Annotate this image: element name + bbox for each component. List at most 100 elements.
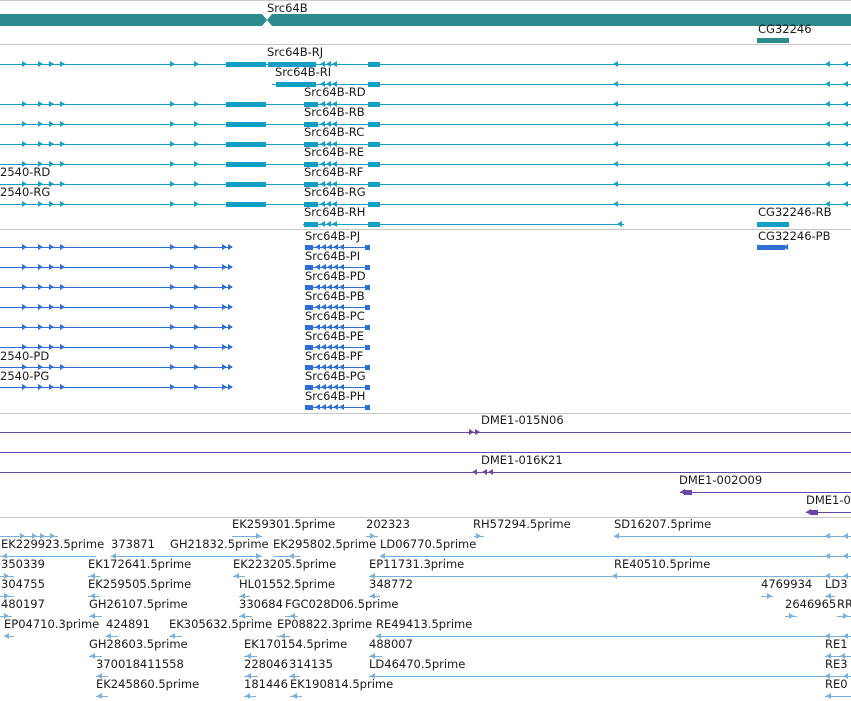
est-label[interactable]: 181446 [244,677,288,691]
est-label[interactable]: EP11731.3prime [369,557,465,571]
est-label[interactable]: EK245860.5prime [96,677,200,691]
est-label[interactable]: FGC028D06.5prime [285,597,399,611]
strand-arrow-left-icon [843,633,848,639]
est-label[interactable]: EK305632.5prime [169,617,273,631]
est-label[interactable]: 228046 [244,657,288,671]
gene-src64b-bar-right[interactable] [267,14,851,26]
transcript-label-rg[interactable]: Src64B-RG [304,185,366,199]
transcript-label-rb[interactable]: Src64B-RB [304,105,365,119]
est-label[interactable]: 330684 [239,597,283,611]
strand-arrow-right-icon [22,324,27,330]
clone-label-cut[interactable]: DME1-0 [806,493,851,507]
protein-label-pe[interactable]: Src64B-PE [305,329,364,343]
strand-arrow-left-icon [613,81,618,87]
feature-block [368,122,380,127]
strand-arrow-right-icon [49,141,54,147]
clone-label-016k21[interactable]: DME1-016K21 [481,453,563,467]
protein-label-pd[interactable]: Src64B-PD [305,269,366,283]
est-label[interactable]: 480197 [1,597,45,611]
est-label[interactable]: RR [837,597,851,611]
feature-block [305,325,313,330]
est-label[interactable]: 424891 [106,617,150,631]
protein-label-pf[interactable]: Src64B-PF [305,349,364,363]
strand-arrow-left-icon [332,81,337,87]
transcript-label-rj[interactable]: Src64B-RJ [267,45,324,59]
est-label[interactable]: LD3 [825,577,848,591]
gene-src64b-bar-left[interactable] [0,14,267,26]
strand-arrow-right-icon [49,364,54,370]
protein-label-pb[interactable]: Src64B-PB [305,289,365,303]
est-label[interactable]: LD46470.5prime [369,657,466,671]
est-label[interactable]: RH57294.5prime [473,517,571,531]
transcript-label-rc[interactable]: Src64B-RC [304,125,365,139]
clone-label-015n06[interactable]: DME1-015N06 [481,413,564,427]
transcript-label-left-rd[interactable]: 2540-RD [0,165,51,179]
est-label[interactable]: 4769934 [761,577,813,591]
strand-arrow-left-icon [843,673,848,679]
est-label[interactable]: RE3 [825,657,848,671]
est-row [4,633,851,639]
est-label[interactable]: EK295802.5prime [273,537,377,551]
est-label[interactable]: RE0 [825,677,848,691]
clone-label-002o09[interactable]: DME1-002O09 [679,473,763,487]
strand-arrow-left-icon [843,201,848,207]
transcript-label-cg-rb[interactable]: CG32246-RB [758,205,832,219]
est-label[interactable]: EP04710.3prime [4,617,100,631]
transcript-label-ri[interactable]: Src64B-RI [275,65,332,79]
est-label[interactable]: EP08822.3prime [277,617,373,631]
est-label[interactable]: 370018411558 [96,657,184,671]
strand-arrow-right-icon [60,364,65,370]
transcript-label-rh[interactable]: Src64B-RH [304,205,366,219]
strand-arrow-right-icon [22,284,27,290]
est-label[interactable]: LD06770.5prime [380,537,477,551]
feature-block [365,245,370,250]
protein-label-left-pg[interactable]: 2540-PG [0,369,50,383]
protein-label-left-pd[interactable]: 2540-PD [0,349,50,363]
strand-arrow-right-icon [228,324,233,330]
est-label[interactable]: 373871 [111,537,155,551]
est-label[interactable]: GH26107.5prime [89,597,188,611]
strand-arrow-left-icon [333,264,338,270]
est-label[interactable]: EK229923.5prime [1,537,105,551]
est-label[interactable]: EK190814.5prime [290,677,394,691]
gene-cg32246-bar[interactable] [757,38,789,43]
est-label[interactable]: 348772 [369,577,413,591]
protein-label-ph[interactable]: Src64B-PH [305,389,366,403]
est-row [0,573,851,579]
transcript-label-left-rg[interactable]: 2540-RG [0,185,51,199]
protein-label-pc[interactable]: Src64B-PC [305,309,365,323]
transcript-label-rd[interactable]: Src64B-RD [304,85,366,99]
gene-label-cg32246[interactable]: CG32246 [758,22,812,36]
strand-arrow-right-icon [170,344,175,350]
feature-block [226,102,266,107]
est-label[interactable]: GH28603.5prime [89,637,188,651]
protein-label-pi[interactable]: Src64B-PI [305,249,361,263]
est-label[interactable]: RE49413.5prime [376,617,473,631]
est-label[interactable]: EK259301.5prime [232,517,336,531]
transcript-label-rf[interactable]: Src64B-RF [304,165,364,179]
est-track [0,533,851,699]
est-label[interactable]: SD16207.5prime [614,517,712,531]
protein-label-pj[interactable]: Src64B-PJ [305,229,361,243]
strand-arrow-right-icon [49,304,54,310]
est-label[interactable]: 202323 [366,517,410,531]
est-label[interactable]: EK170154.5prime [244,637,348,651]
gene-label-src64b[interactable]: Src64B [267,1,308,15]
protein-label-pg[interactable]: Src64B-PG [305,369,366,383]
est-label[interactable]: EK259505.5prime [88,577,192,591]
est-label[interactable]: 350339 [1,557,45,571]
est-label[interactable]: EK172641.5prime [88,557,192,571]
est-label[interactable]: RE40510.5prime [614,557,711,571]
protein-label-cg-pb[interactable]: CG32246-PB [758,229,831,243]
est-label[interactable]: 304755 [1,577,45,591]
feature-block [365,365,370,370]
est-label[interactable]: 488007 [369,637,413,651]
transcript-label-re[interactable]: Src64B-RE [304,145,365,159]
est-label[interactable]: HL01552.5prime [239,577,336,591]
est-label[interactable]: RE1 [825,637,848,651]
feature-block [365,405,370,410]
est-label[interactable]: 2646965 [785,597,837,611]
est-label[interactable]: GH21832.5prime [170,537,269,551]
est-label[interactable]: EK223205.5prime [233,557,337,571]
est-label[interactable]: 314135 [289,657,333,671]
